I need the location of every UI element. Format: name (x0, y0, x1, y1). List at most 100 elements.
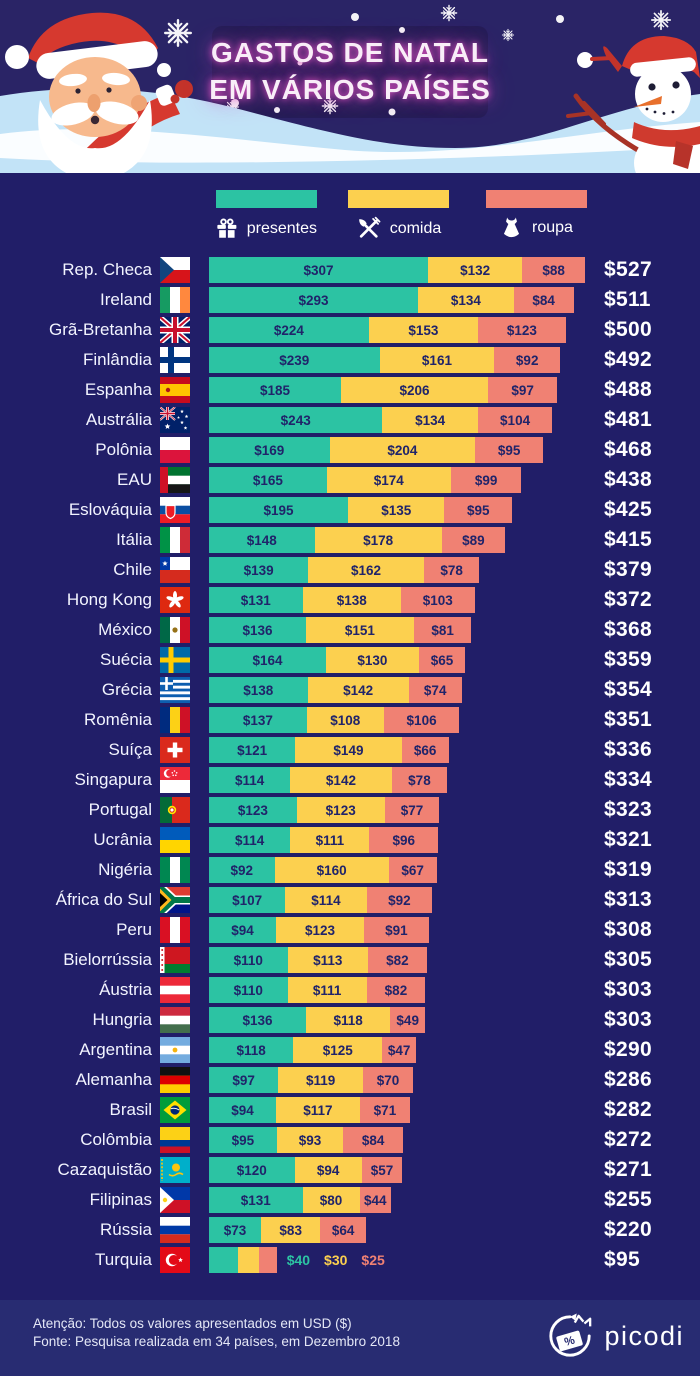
flag (160, 857, 190, 883)
bar-segment-presentes: $95 (209, 1127, 277, 1153)
flag-icon-fi (160, 347, 190, 373)
flag-icon-sg (160, 767, 190, 793)
flag (160, 797, 190, 823)
legend-label-presentes: presentes (246, 219, 317, 237)
bar-segment-comida: $114 (285, 887, 367, 913)
flag-icon-ua (160, 827, 190, 853)
flag-icon-za (160, 887, 190, 913)
flag (160, 1007, 190, 1033)
chart-row: Austrália $243 $134 $104 $481 (0, 405, 700, 435)
country-label: Portugal (88, 800, 152, 819)
chart-row: Filipinas $131 $80 $44 $255 (0, 1185, 700, 1215)
stacked-bar: $165 $174 $99 (209, 467, 522, 493)
flag (160, 377, 190, 403)
bar-segment-roupa: $96 (369, 827, 438, 853)
flag-icon-tr (160, 1247, 190, 1273)
country-label: Polônia (95, 440, 152, 459)
bar-segment-presentes: $107 (209, 887, 286, 913)
country-label: Filipinas (89, 1190, 152, 1209)
chart-row: Portugal $123 $123 $77 $323 (0, 795, 700, 825)
flag (160, 617, 190, 643)
bar-segment-comida: $111 (287, 977, 367, 1003)
title-panel (212, 26, 488, 118)
country-label: Bielorrússia (63, 950, 152, 969)
flag (160, 1217, 190, 1243)
santa-illustration (5, 12, 193, 173)
bar-segment-comida: $204 (329, 437, 476, 463)
page-title: GASTOS DE NATAL EM VÁRIOS PAÍSES (0, 34, 700, 108)
flag-icon-ro (160, 707, 190, 733)
chart-row: Áustria $110 $111 $82 $303 (0, 975, 700, 1005)
country-label: Austrália (85, 410, 152, 429)
stacked-bar: $139 $162 $78 (209, 557, 480, 583)
bar-segment-presentes: $224 (209, 317, 369, 343)
flag-icon-hu (160, 1007, 190, 1033)
country-label: Ireland (100, 290, 152, 309)
country-label: Finlândia (83, 350, 152, 369)
bar-segment-comida: $119 (278, 1067, 364, 1093)
chart-row: Alemanha $97 $119 $70 $286 (0, 1065, 700, 1095)
flag (160, 1067, 190, 1093)
flag (160, 647, 190, 673)
bar-segment-comida (237, 1247, 259, 1273)
bar-segment-comida: $123 (276, 917, 364, 943)
bar-segment-roupa: $104 (477, 407, 553, 433)
bar-segment-presentes: $139 (209, 557, 309, 583)
flag (160, 527, 190, 553)
bar-segment-presentes: $137 (209, 707, 307, 733)
flag (160, 467, 190, 493)
bar-segment-presentes: $114 (209, 767, 291, 793)
bar-segment-presentes: $131 (209, 587, 303, 613)
bar-segment-roupa: $92 (494, 347, 560, 373)
row-total: $220 (604, 1218, 652, 1241)
flag-icon-ru (160, 1217, 190, 1243)
row-total: $303 (604, 978, 652, 1001)
flag (160, 707, 190, 733)
bar-segment-comida: $125 (293, 1037, 383, 1063)
legend: presentes comida (0, 190, 700, 245)
flag (160, 287, 190, 313)
bar-segment-comida: $108 (306, 707, 384, 733)
bar-segment-roupa: $84 (343, 1127, 404, 1153)
bar-segment-roupa (258, 1247, 277, 1273)
country-label: EAU (117, 470, 152, 489)
flag-icon-gb (160, 317, 190, 343)
flag-icon-pl (160, 437, 190, 463)
bar-segment-presentes: $97 (209, 1067, 279, 1093)
bar-segment-roupa: $89 (441, 527, 506, 553)
bar-segment-comida: $161 (379, 347, 495, 373)
chart-row: Cazaquistão $120 $94 $57 $271 (0, 1155, 700, 1185)
country-label: Grécia (101, 680, 152, 699)
flag (160, 557, 190, 583)
flag-icon-mx (160, 617, 190, 643)
flag (160, 737, 190, 763)
flag-icon-co (160, 1127, 190, 1153)
stacked-bar: $138 $142 $74 (209, 677, 462, 703)
chart-row: Rússia $73 $83 $64 $220 (0, 1215, 700, 1245)
picodi-logo-icon: % (549, 1313, 592, 1357)
bar-segment-comida: $113 (287, 947, 369, 973)
chart-row: Grécia $138 $142 $74 $354 (0, 675, 700, 705)
country-label: Rep. Checa (62, 260, 152, 279)
bar-segment-roupa: $78 (423, 557, 480, 583)
stacked-bar: $131 $80 $44 (209, 1187, 391, 1213)
bar-segment-roupa: $64 (320, 1217, 366, 1243)
legend-item-roupa: roupa (486, 190, 587, 239)
stacked-bar: $114 $142 $78 (209, 767, 448, 793)
bar-segment-roupa: $66 (401, 737, 449, 763)
row-total: $379 (604, 558, 652, 581)
country-label: Alemanha (75, 1070, 152, 1089)
dress-icon (503, 217, 520, 238)
stacked-bar: $148 $178 $89 (209, 527, 506, 553)
chart-row: Hong Kong $131 $138 $103 $372 (0, 585, 700, 615)
row-total: $425 (604, 498, 652, 521)
row-total: $488 (604, 378, 652, 401)
bar-segment-roupa: $88 (522, 257, 585, 283)
bar-segment-comida: $130 (326, 647, 419, 673)
flag (160, 437, 190, 463)
stacked-bar: $97 $119 $70 (209, 1067, 413, 1093)
flag-icon-cz (160, 257, 190, 283)
bar-segment-comida: $151 (306, 617, 414, 643)
stacked-bar: $94 $117 $71 (209, 1097, 411, 1123)
bar-segment-presentes: $293 (209, 287, 419, 313)
